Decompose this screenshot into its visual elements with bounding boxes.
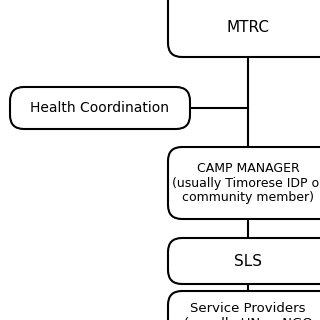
Text: Service Providers
(usually UN or NGO: Service Providers (usually UN or NGO (184, 302, 312, 320)
FancyBboxPatch shape (168, 147, 320, 219)
FancyBboxPatch shape (10, 87, 190, 129)
Text: MTRC: MTRC (227, 20, 269, 36)
Text: CAMP MANAGER
(usually Timorese IDP or
community member): CAMP MANAGER (usually Timorese IDP or co… (172, 162, 320, 204)
FancyBboxPatch shape (168, 291, 320, 320)
Text: Health Coordination: Health Coordination (30, 101, 170, 115)
FancyBboxPatch shape (168, 0, 320, 57)
FancyBboxPatch shape (168, 238, 320, 284)
Text: SLS: SLS (234, 253, 262, 268)
